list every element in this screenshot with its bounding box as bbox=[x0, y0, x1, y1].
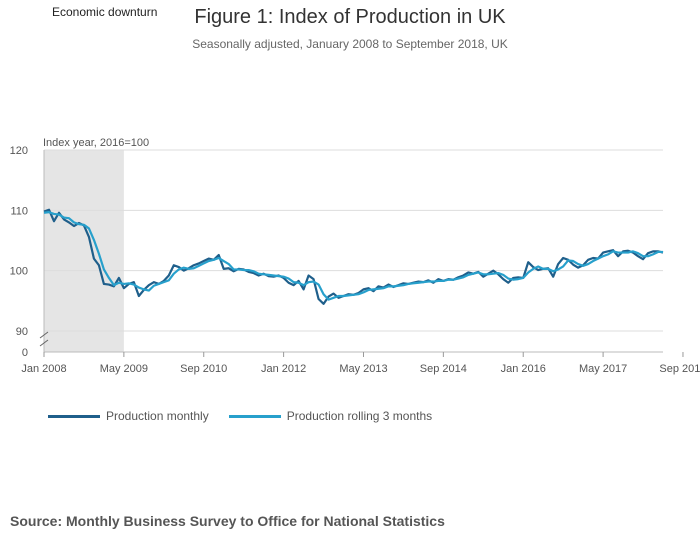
y-tick-label: 100 bbox=[10, 266, 28, 278]
axis-break-mark bbox=[39, 331, 49, 339]
source-note: Source: Monthly Business Survey to Offic… bbox=[10, 513, 445, 529]
legend: Production monthly Production rolling 3 … bbox=[48, 409, 452, 423]
x-tick-label: Jan 2016 bbox=[501, 363, 546, 375]
legend-item-monthly: Production monthly bbox=[48, 409, 209, 423]
x-tick-label: Sep 2010 bbox=[180, 363, 227, 375]
chart-subtitle: Seasonally adjusted, January 2008 to Sep… bbox=[192, 37, 508, 51]
legend-swatch-rolling bbox=[228, 414, 281, 418]
y-tick-label: 90 bbox=[16, 326, 28, 338]
legend-item-rolling: Production rolling 3 months bbox=[228, 409, 433, 423]
x-tick-label: Jan 2012 bbox=[261, 363, 306, 375]
legend-swatch-monthly bbox=[48, 414, 100, 418]
downturn-shading bbox=[44, 150, 124, 352]
gridlines: 120 110 100 90 0 bbox=[10, 145, 663, 359]
y-tick-label: 110 bbox=[10, 205, 28, 217]
legend-label-monthly: Production monthly bbox=[106, 409, 209, 423]
x-tick-label: May 2009 bbox=[100, 363, 148, 375]
chart-title: Figure 1: Index of Production in UK bbox=[194, 6, 506, 28]
y-tick-label: 0 bbox=[22, 347, 28, 359]
axis-break-mark bbox=[39, 339, 49, 347]
x-tick-label: Sep 2014 bbox=[420, 363, 467, 375]
series-line-monthly bbox=[43, 208, 664, 305]
axes: Jan 2008 May 2009 Sep 2010 Jan 2012 May 2013… bbox=[21, 150, 700, 375]
legend-label-rolling: Production rolling 3 months bbox=[286, 409, 433, 423]
series-lines bbox=[43, 208, 664, 305]
x-tick-label: Jan 2008 bbox=[21, 363, 66, 375]
shaded-period-label: Economic downturn bbox=[52, 5, 158, 19]
series-line-rolling bbox=[43, 211, 663, 301]
y-axis-label: Index year, 2016=100 bbox=[43, 137, 149, 149]
y-tick-label: 120 bbox=[10, 145, 28, 157]
x-tick-label: Sep 2018 bbox=[659, 363, 700, 375]
x-tick-label: May 2017 bbox=[579, 363, 627, 375]
x-tick-label: May 2013 bbox=[339, 363, 387, 375]
